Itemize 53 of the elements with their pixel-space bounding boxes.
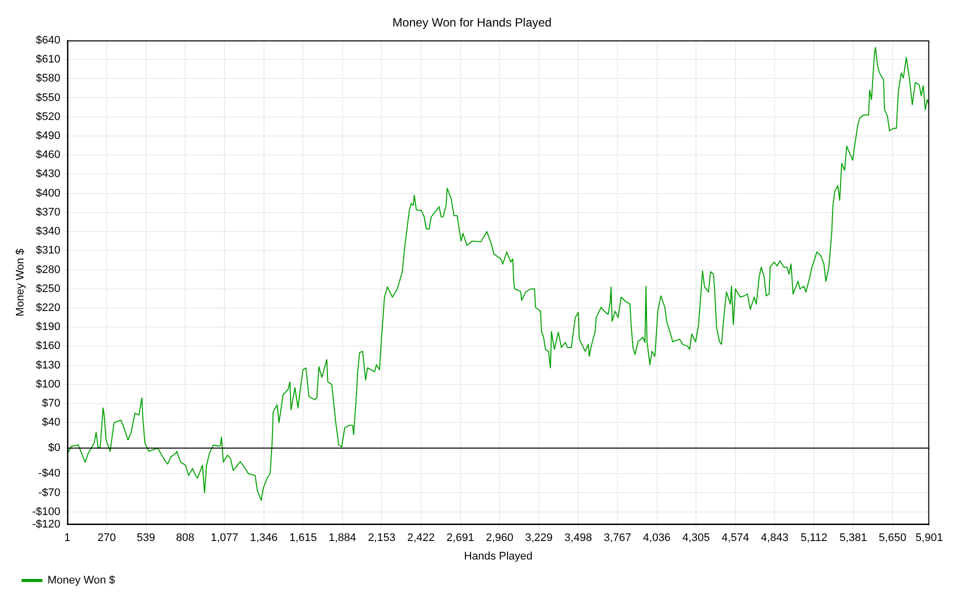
x-tick-label: 4,305 <box>682 532 710 544</box>
x-tick-label: 3,229 <box>525 532 553 544</box>
y-tick-label: $280 <box>36 264 60 276</box>
x-tick-label: 808 <box>176 532 194 544</box>
y-tick-label: -$70 <box>38 486 60 499</box>
x-tick-label: 3,498 <box>564 532 592 544</box>
y-tick-label: $310 <box>36 244 60 257</box>
y-tick-label: $220 <box>36 302 60 314</box>
x-tick-label: 1,615 <box>289 532 317 544</box>
x-tick-label: 3,767 <box>604 532 632 544</box>
y-tick-label: $40 <box>42 416 60 429</box>
x-tick-label: 5,381 <box>840 532 868 544</box>
x-tick-label: 4,843 <box>760 532 788 544</box>
legend-label: Money Won $ <box>48 574 116 587</box>
x-tick-label: 1,346 <box>250 532 278 544</box>
x-tick-label: 5,901 <box>915 532 943 544</box>
y-tick-label: $460 <box>36 149 60 162</box>
y-tick-label: $70 <box>42 398 60 410</box>
x-tick-label: 270 <box>97 532 116 544</box>
y-tick-label: $190 <box>36 321 60 334</box>
y-tick-label: $370 <box>36 206 60 218</box>
x-tick-label: 5,650 <box>878 532 906 544</box>
y-tick-label: $0 <box>48 442 60 454</box>
y-tick-label: $340 <box>36 226 60 238</box>
y-tick-label: $130 <box>36 359 60 372</box>
y-tick-label: -$120 <box>32 518 60 531</box>
x-tick-label: 5,112 <box>800 532 828 544</box>
x-axis-title: Hands Played <box>464 550 533 562</box>
y-tick-label: $490 <box>36 130 60 142</box>
x-tick-label: 4,036 <box>643 532 671 544</box>
y-tick-label: -$100 <box>32 506 60 518</box>
x-tick-label: 4,574 <box>722 532 750 544</box>
x-tick-label: 539 <box>136 532 156 544</box>
y-tick-label: $550 <box>36 92 60 104</box>
y-tick-label: $580 <box>36 72 60 85</box>
x-tick-label: 1,884 <box>328 532 356 544</box>
y-tick-label: $520 <box>36 110 60 123</box>
y-tick-label: $250 <box>36 282 60 295</box>
y-tick-label: $400 <box>36 187 60 200</box>
x-tick-label: 2,691 <box>446 532 474 544</box>
y-tick-label: $640 <box>36 34 60 46</box>
x-tick-label: 1 <box>64 532 70 544</box>
y-axis-title: Money Won $ <box>14 248 27 316</box>
y-tick-label: $610 <box>36 54 60 66</box>
y-tick-label: $100 <box>36 378 60 390</box>
x-tick-label: 2,960 <box>486 532 514 544</box>
x-tick-label: 2,153 <box>368 532 396 544</box>
chart-title: Money Won for Hands Played <box>392 16 552 30</box>
y-tick-label: $160 <box>36 340 60 352</box>
y-tick-label: -$40 <box>38 468 60 480</box>
x-tick-label: 2,422 <box>407 532 435 544</box>
y-tick-label: $430 <box>36 168 60 180</box>
x-tick-label: 1,077 <box>210 532 238 544</box>
